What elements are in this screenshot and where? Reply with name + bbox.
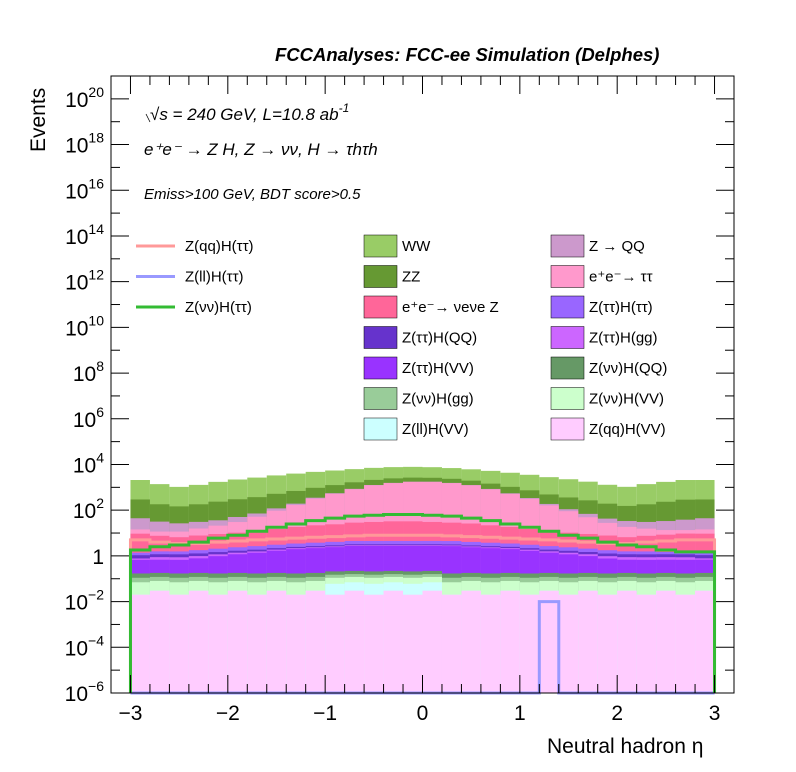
svg-text:√s = 240 GeV, L=10.8 ab-1: √s = 240 GeV, L=10.8 ab-1 [150,101,349,124]
bar [578,590,598,693]
legend-label: Z(ττ)H(ττ) [589,299,653,316]
x-tick-label: −2 [216,702,240,725]
y-tick-label: 10−2 [65,587,105,615]
bar [325,594,345,693]
energy-exponent: -1 [339,101,350,115]
y-tick-label: 10−6 [65,678,105,706]
bar [286,594,306,693]
bar [500,590,520,693]
annotation-process: e⁺e⁻ → Z H, Z → νν, H → τhτh [144,140,378,159]
x-tick-label: 0 [417,702,429,725]
bar [422,590,442,693]
legend-label: WW [402,238,431,255]
legend-label: Z(νν)H(gg) [402,391,474,408]
legend-label: e⁺e⁻→ νeνe Z [402,299,499,316]
x-tick-label: 1 [514,702,526,725]
bar [558,594,579,693]
bar [539,590,559,693]
y-tick-label: 1010 [65,312,104,340]
bar [519,594,540,693]
legend-box-swatch [363,295,398,319]
legend-label: Z(ττ)H(VV) [402,360,474,377]
x-tick-label: 2 [611,702,623,725]
bar [188,590,209,693]
legend-box-swatch [363,356,398,380]
y-tick-label: 106 [73,404,104,432]
legend-box-swatch [363,387,398,410]
series-Z(qq)H(VV) [130,590,715,693]
y-tick-label: 108 [73,358,104,386]
y-axis-label: Events [27,88,50,152]
energy-text: √s = 240 GeV, L=10.8 ab [150,105,339,124]
bar [675,594,696,693]
bar [149,590,170,693]
legend-box-swatch [363,326,398,349]
chart-title: FCCAnalyses: FCC-ee Simulation (Delphes) [275,44,659,65]
histogram-layer [130,466,715,693]
bar [383,590,404,693]
bar [480,594,501,693]
legend-label: Z(ll)H(VV) [402,421,469,438]
bar [364,594,384,693]
x-tick-label: −3 [118,702,142,725]
legend-label: Z(ττ)H(gg) [589,330,658,347]
axis-ticks: −3 −2 −1 0 1 2 3 10−6 10−4 10−2 1 102 104 106 108 1010 1… [65,75,735,725]
legend-label: Z → QQ [589,238,645,255]
legend-label: Z(ττ)H(QQ) [402,330,477,347]
y-tick-label: 10−4 [65,632,105,660]
legend-box-swatch [550,295,585,319]
bar [266,590,287,693]
bar [656,590,676,693]
legend-box-swatch [550,417,585,441]
legend-label: Z(ll)H(ττ) [185,269,244,286]
legend-box-swatch [550,356,585,380]
y-tick-label: 1014 [65,221,104,249]
legend-box-swatch [363,417,398,441]
bar [695,590,715,693]
legend-label: ZZ [402,269,420,286]
x-tick-label: 3 [709,702,721,725]
y-tick-label: 1012 [65,267,104,295]
x-axis-label: Neutral hadron η [547,735,703,758]
bar [305,590,326,693]
legend-label: Z(qq)H(ττ) [185,238,254,255]
bar [636,594,657,693]
y-tick-label: 104 [73,449,104,477]
legend-label: Z(νν)H(QQ) [589,360,667,377]
legend-box-swatch [550,387,585,410]
bar [617,590,637,693]
y-tick-label: 1 [92,546,104,569]
legend-label: e⁺e⁻→ ττ [589,269,653,286]
y-tick-label: 1018 [65,130,104,158]
legend-label: Z(νν)H(ττ) [185,299,252,316]
legend-box-swatch [363,265,398,288]
annotation-energy: √s = 240 GeV, L=10.8 ab-1 [145,101,349,124]
bar [597,594,618,693]
bar [227,590,248,693]
y-tick-label: 1020 [65,84,104,112]
bar [169,594,189,693]
legend-label: Z(νν)H(VV) [589,391,664,408]
bar [403,594,423,693]
legend-label: Z(qq)H(VV) [589,421,666,438]
bar [441,594,462,693]
bar [208,594,228,693]
legend-box-swatch [363,234,398,258]
legend-box-swatch [550,326,585,349]
bar [247,594,267,693]
line-Z(νν)H(ττ) [128,512,717,693]
legend-box-swatch [550,234,585,258]
legend: Z(qq)H(ττ) Z(ll)H(ττ) Z(νν)H(ττ) WW ZZ e⁺e⁻→ … [136,234,667,441]
bar [461,590,481,693]
bar [130,594,150,693]
bar [344,590,365,693]
y-tick-label: 1016 [65,175,104,203]
y-tick-label: 102 [73,495,104,523]
legend-box-swatch [550,265,585,288]
x-tick-label: −1 [313,702,337,725]
annotation-cuts: Emiss>100 GeV, BDT score>0.5 [144,186,361,203]
